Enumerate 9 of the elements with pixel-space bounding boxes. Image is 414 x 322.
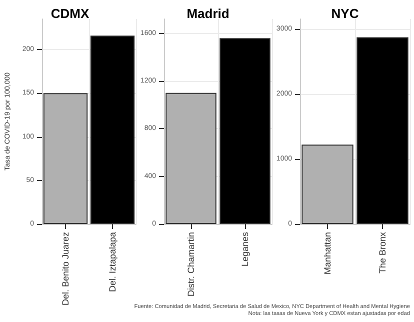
x-tick-label: Distr. Chamartin: [186, 232, 196, 297]
x-tick-label: Del. Benito Juarez: [60, 232, 70, 306]
x-tick-label: The Bronx: [378, 232, 388, 274]
chart-title: Madrid: [186, 6, 230, 21]
x-tick-label: Del. Iztapalapa: [108, 232, 118, 292]
x-tick-label: Leganes: [240, 232, 250, 267]
chart-title: NYC: [331, 6, 360, 21]
x-tick-label: Manhattan: [322, 232, 332, 275]
chart-title: CDMX: [50, 6, 90, 21]
